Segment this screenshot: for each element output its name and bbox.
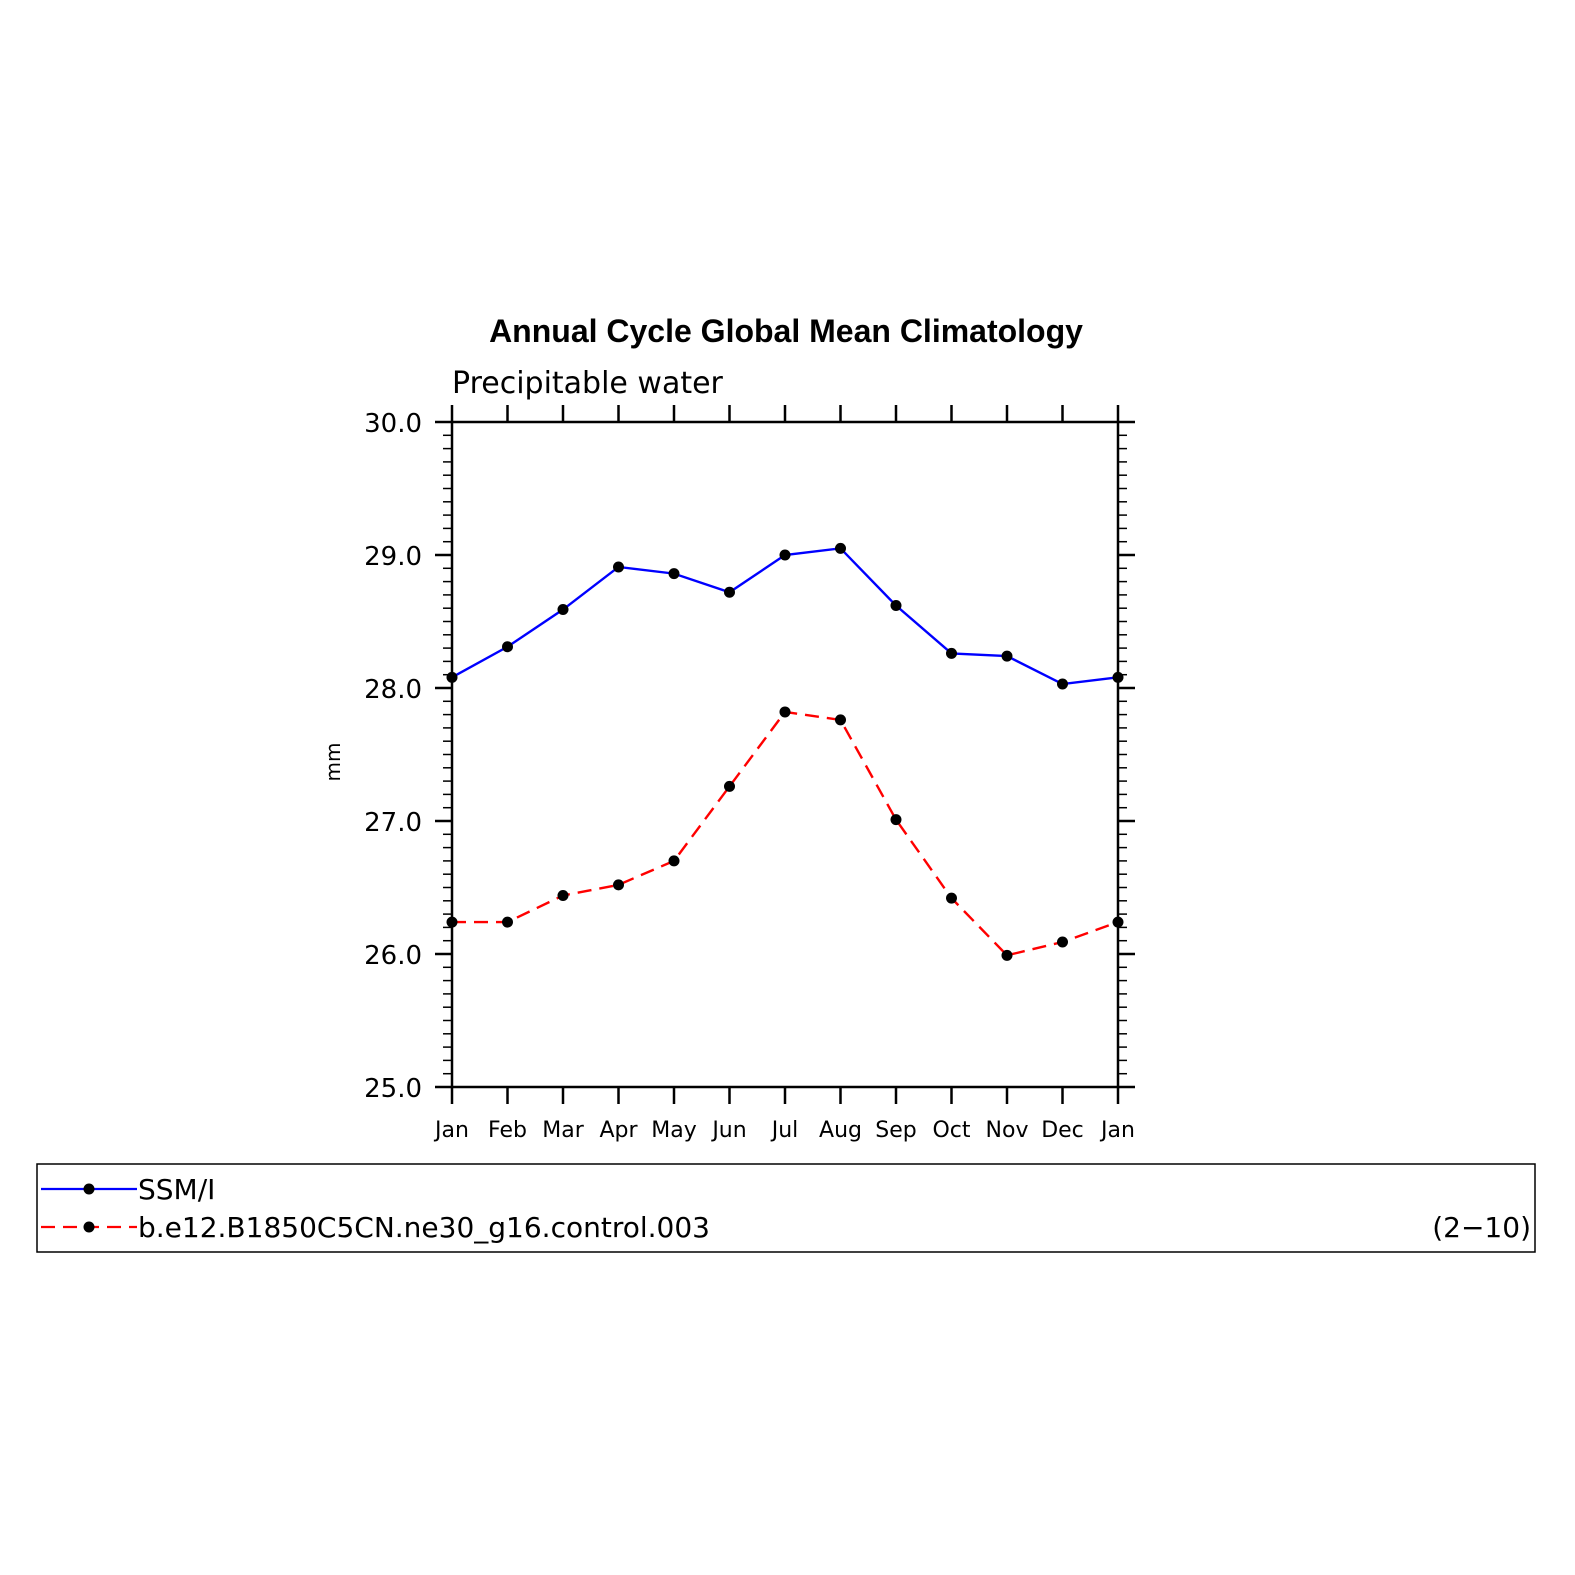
legend-label-model: b.e12.B1850C5CN.ne30_g16.control.003 (138, 1211, 710, 1244)
x-tick-label: Apr (599, 1118, 638, 1143)
x-tick-label: Jan (1099, 1118, 1135, 1143)
x-tick-label: Nov (986, 1118, 1029, 1143)
data-point (446, 671, 458, 683)
data-point (724, 586, 735, 598)
x-tick-label: May (651, 1118, 696, 1143)
y-tick-label: 25.0 (364, 1074, 422, 1104)
data-point (835, 542, 846, 554)
data-point (613, 879, 624, 891)
data-point (668, 855, 680, 867)
chart-subtitle: Precipitable water (452, 366, 724, 401)
data-point (1112, 671, 1124, 683)
y-tick-label: 28.0 (364, 675, 422, 705)
y-tick-label: 26.0 (364, 941, 422, 971)
data-point (1001, 949, 1013, 961)
data-point (557, 604, 569, 616)
x-tick-label: Jan (433, 1118, 469, 1143)
data-point (779, 549, 791, 561)
data-point (446, 916, 458, 928)
data-point (502, 916, 513, 928)
data-point (1001, 650, 1013, 662)
data-point (946, 647, 957, 659)
x-tick-label: Jun (710, 1118, 746, 1143)
y-tick-label: 30.0 (364, 409, 422, 439)
y-tick-label: 27.0 (364, 808, 422, 838)
data-point (557, 889, 569, 901)
data-point (724, 780, 735, 792)
data-point (613, 561, 624, 573)
plot-frame (450, 420, 1120, 1089)
data-point (1057, 936, 1068, 948)
series-line-0 (451, 547, 1119, 686)
data-point (668, 568, 680, 580)
x-tick-label: Dec (1041, 1118, 1084, 1143)
y-tick-label: 29.0 (364, 542, 422, 572)
x-tick-label: Sep (875, 1118, 916, 1143)
data-point (835, 714, 846, 726)
data-point (779, 706, 791, 718)
data-point (502, 641, 513, 653)
legend-box (36, 1163, 1536, 1253)
x-tick-label: Feb (488, 1118, 527, 1143)
data-point (1112, 916, 1124, 928)
series-line-1 (452, 710, 1119, 957)
x-tick-label: Oct (932, 1118, 970, 1143)
data-point (946, 892, 957, 904)
legend-marker-ssmi (83, 1183, 95, 1195)
series-layer (446, 542, 1124, 961)
chart-title: Annual Cycle Global Mean Climatology (489, 313, 1083, 349)
axes: 25.0 26.0 27.0 28.0 29.0 30.0 Jan Feb Mar Apr May J… (364, 405, 1135, 1143)
y-axis-label: mm (321, 743, 345, 782)
x-tick-label: Jul (770, 1118, 799, 1143)
legend-marker-model (83, 1221, 95, 1233)
legend-label-ssmi: SSM/I (138, 1173, 215, 1206)
legend-note: (2−10) (1432, 1211, 1531, 1244)
x-tick-label: Mar (542, 1118, 584, 1143)
data-point (890, 814, 902, 826)
legend: SSM/I b.e12.B1850C5CN.ne30_g16.control.0… (36, 1163, 1536, 1253)
data-point (1057, 678, 1068, 690)
x-tick-label: Aug (819, 1118, 862, 1143)
data-point (890, 600, 902, 612)
